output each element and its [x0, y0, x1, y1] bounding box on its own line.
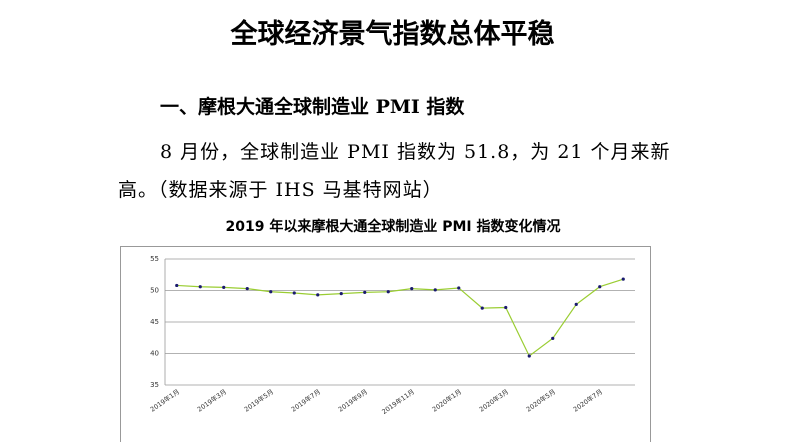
data-point: [386, 290, 390, 294]
data-point: [433, 288, 437, 292]
y-tick-label: 40: [150, 350, 159, 358]
data-point: [480, 306, 484, 310]
paragraph-line: 8 月份，全球制造业 PMI 指数为 51.8，为 21 个月来新: [160, 141, 671, 163]
data-point: [457, 286, 461, 290]
chart-title: 2019 年以来摩根大通全球制造业 PMI 指数变化情况: [226, 218, 561, 235]
y-tick-label: 45: [150, 318, 159, 326]
data-point: [363, 290, 367, 294]
data-point: [339, 292, 343, 296]
data-point: [551, 336, 555, 340]
data-point: [598, 285, 602, 289]
document-title: 全球经济景气指数总体平稳: [230, 19, 555, 50]
y-tick-label: 55: [150, 255, 159, 263]
data-point: [292, 291, 296, 295]
chart-frame: [120, 246, 651, 442]
paragraph-line: 高。（数据来源于 IHS 马基特网站）: [118, 179, 443, 201]
data-point: [222, 285, 226, 289]
data-point: [269, 290, 273, 294]
data-point: [504, 305, 508, 310]
y-tick-label: 50: [150, 287, 159, 295]
data-point: [198, 285, 202, 289]
data-point: [574, 302, 578, 306]
y-tick-label: 35: [150, 381, 159, 389]
data-point: [410, 287, 414, 291]
data-point: [621, 277, 625, 281]
section-heading: 一、摩根大通全球制造业 PMI 指数: [160, 96, 465, 118]
data-point: [527, 354, 531, 358]
data-line: [176, 278, 624, 357]
data-point: [245, 287, 249, 291]
data-point: [175, 283, 179, 288]
data-point: [316, 293, 320, 297]
